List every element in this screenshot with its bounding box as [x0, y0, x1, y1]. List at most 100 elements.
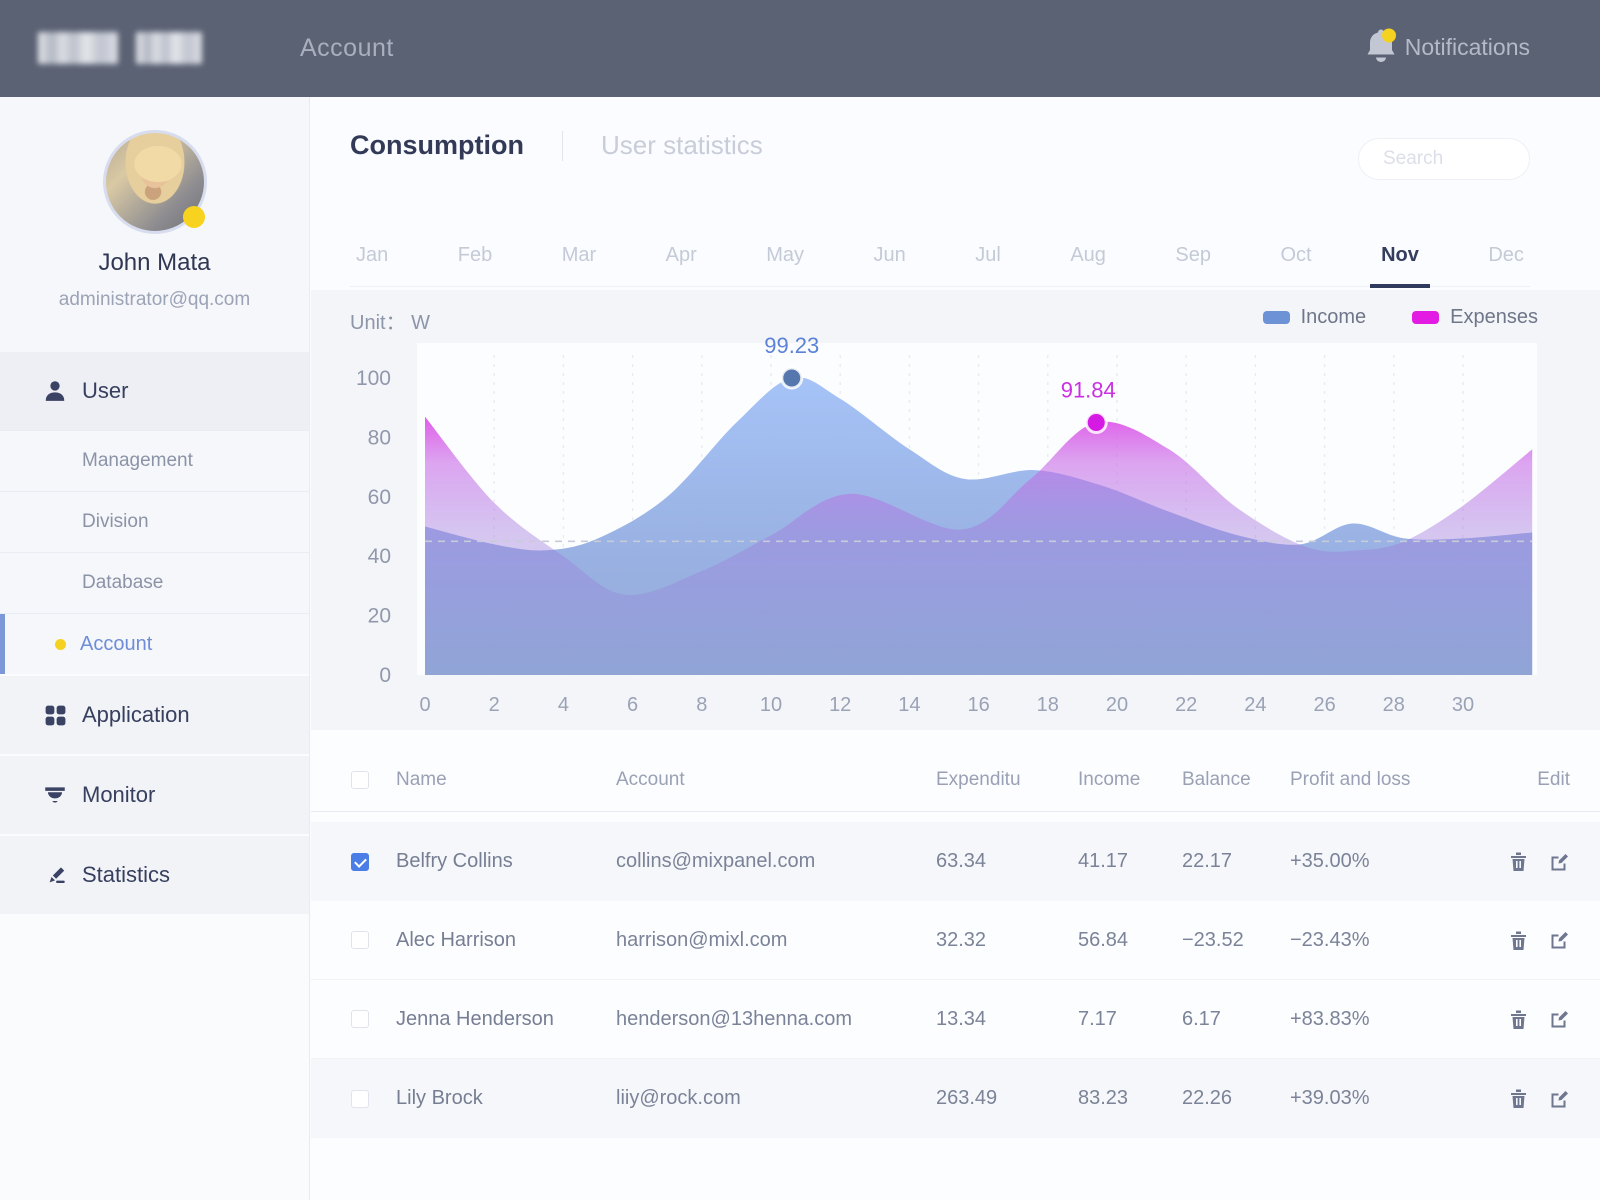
svg-text:26: 26 — [1313, 694, 1335, 716]
svg-text:4: 4 — [558, 694, 569, 716]
notification-badge — [1381, 28, 1396, 43]
svg-text:100: 100 — [356, 367, 391, 390]
svg-text:60: 60 — [368, 486, 391, 509]
delete-trash-icon[interactable] — [1509, 851, 1528, 872]
monitor-camera-icon — [42, 782, 68, 808]
table-row: Lily Brock liiy@rock.com 263.49 83.23 22… — [311, 1059, 1600, 1138]
profile-email: administrator@qq.com — [58, 289, 251, 310]
row-checkbox-checked[interactable] — [351, 852, 369, 871]
tab-user-statistics[interactable]: User statistics — [600, 130, 763, 160]
avatar[interactable] — [103, 130, 207, 234]
header-account: Account — [616, 768, 685, 790]
month-tab-feb[interactable]: Feb — [457, 244, 493, 266]
month-tab-aug[interactable]: Aug — [1070, 244, 1106, 266]
sidebar-menu: User Management Division Database Accoun… — [0, 352, 309, 914]
notifications-button[interactable]: Notifications — [1363, 28, 1530, 66]
logo-blurred-block — [136, 32, 202, 64]
online-status-dot — [183, 206, 205, 228]
sidebar-item-management[interactable]: Management — [0, 430, 309, 491]
cell-account: liiy@rock.com — [616, 1087, 741, 1109]
svg-text:20: 20 — [1106, 694, 1128, 716]
header-income: Income — [1078, 768, 1141, 790]
page-title: Account — [300, 34, 394, 62]
sidebar-item-monitor[interactable]: Monitor — [0, 754, 309, 834]
month-tab-apr[interactable]: Apr — [665, 244, 697, 266]
legend-income-label: Income — [1300, 306, 1367, 328]
search-input[interactable] — [1358, 138, 1530, 180]
delete-trash-icon[interactable] — [1509, 1009, 1528, 1030]
sidebar-item-database[interactable]: Database — [0, 552, 309, 613]
chart-unit-label: Unit： W — [350, 312, 430, 334]
select-all-checkbox[interactable] — [351, 770, 369, 789]
svg-text:2: 2 — [489, 694, 500, 716]
edit-pencil-icon[interactable] — [1550, 930, 1570, 950]
svg-text:30: 30 — [1452, 694, 1474, 716]
cell-profit: +39.03% — [1290, 1087, 1370, 1109]
app-logo[interactable] — [38, 30, 202, 66]
cell-name: Lily Brock — [396, 1087, 483, 1109]
month-tab-jun[interactable]: Jun — [873, 244, 906, 266]
row-checkbox[interactable] — [351, 1089, 369, 1108]
month-tab-mar[interactable]: Mar — [561, 244, 597, 266]
svg-text:20: 20 — [368, 605, 391, 628]
sidebar-item-label: Monitor — [82, 782, 156, 807]
month-tab-jul[interactable]: Jul — [975, 244, 1001, 266]
cell-account: collins@mixpanel.com — [616, 850, 816, 872]
month-tab-sep[interactable]: Sep — [1175, 244, 1211, 266]
header-edit: Edit — [1537, 768, 1570, 790]
user-icon — [42, 378, 68, 404]
svg-text:99.23: 99.23 — [764, 337, 819, 358]
table-row: Jenna Henderson henderson@13henna.com 13… — [311, 980, 1600, 1059]
expenses-swatch-icon — [1412, 311, 1440, 324]
sidebar-item-division[interactable]: Division — [0, 491, 309, 552]
tab-consumption[interactable]: Consumption — [350, 130, 524, 160]
svg-text:0: 0 — [379, 664, 391, 687]
svg-text:28: 28 — [1383, 694, 1405, 716]
cell-name: Belfry Collins — [396, 850, 513, 872]
table-body: Belfry Collins collins@mixpanel.com 63.3… — [311, 822, 1600, 1138]
content-tabs: Consumption User statistics — [350, 130, 763, 161]
edit-pencil-icon[interactable] — [1550, 1009, 1570, 1029]
cell-account: harrison@mixl.com — [616, 928, 788, 951]
cell-income: 83.23 — [1078, 1087, 1129, 1109]
edit-pencil-icon[interactable] — [1550, 852, 1570, 872]
logo-blurred-block — [38, 32, 118, 64]
cell-profit: −23.43% — [1290, 928, 1370, 951]
active-month-underline — [1369, 284, 1430, 288]
table-row: Belfry Collins collins@mixpanel.com 63.3… — [311, 822, 1600, 901]
legend-income[interactable]: Income — [1262, 306, 1367, 329]
sidebar-item-account-active[interactable]: Account — [0, 613, 309, 674]
header-profit-loss: Profit and loss — [1290, 768, 1411, 790]
row-checkbox[interactable] — [351, 1010, 369, 1028]
bell-icon[interactable] — [1363, 28, 1397, 66]
apps-grid-icon — [42, 702, 68, 728]
sidebar-item-label: Application — [82, 702, 190, 727]
edit-pencil-icon[interactable] — [1550, 1089, 1570, 1109]
legend-expenses[interactable]: Expenses — [1412, 306, 1538, 329]
main-content: Consumption User statistics Jan Feb Mar … — [311, 97, 1600, 1200]
delete-trash-icon[interactable] — [1509, 1088, 1528, 1109]
cell-balance: 6.17 — [1182, 1007, 1221, 1030]
svg-text:8: 8 — [696, 694, 707, 716]
month-tab-dec[interactable]: Dec — [1488, 244, 1524, 266]
cell-balance: 22.26 — [1182, 1087, 1233, 1109]
cell-profit: +83.83% — [1290, 1007, 1370, 1030]
month-tab-may[interactable]: May — [766, 244, 805, 266]
svg-text:22: 22 — [1175, 694, 1197, 716]
month-tab-jan[interactable]: Jan — [356, 244, 389, 266]
search-box — [1358, 138, 1530, 180]
month-tab-oct[interactable]: Oct — [1280, 244, 1312, 266]
svg-text:16: 16 — [967, 694, 989, 716]
notifications-label: Notifications — [1404, 33, 1530, 60]
sidebar-item-user[interactable]: User — [0, 352, 309, 430]
header-balance: Balance — [1182, 768, 1251, 790]
row-checkbox[interactable] — [351, 931, 369, 949]
sidebar-item-statistics[interactable]: Statistics — [0, 834, 309, 914]
delete-trash-icon[interactable] — [1509, 930, 1528, 951]
table-header: Name Account Expenditu Income Balance Pr… — [311, 748, 1600, 812]
cell-income: 41.17 — [1078, 850, 1129, 872]
month-tab-nov-active[interactable]: Nov — [1369, 225, 1430, 288]
sidebar-item-label: Statistics — [82, 862, 171, 887]
cell-expenditure: 13.34 — [936, 1007, 987, 1030]
sidebar-item-application[interactable]: Application — [0, 674, 309, 754]
